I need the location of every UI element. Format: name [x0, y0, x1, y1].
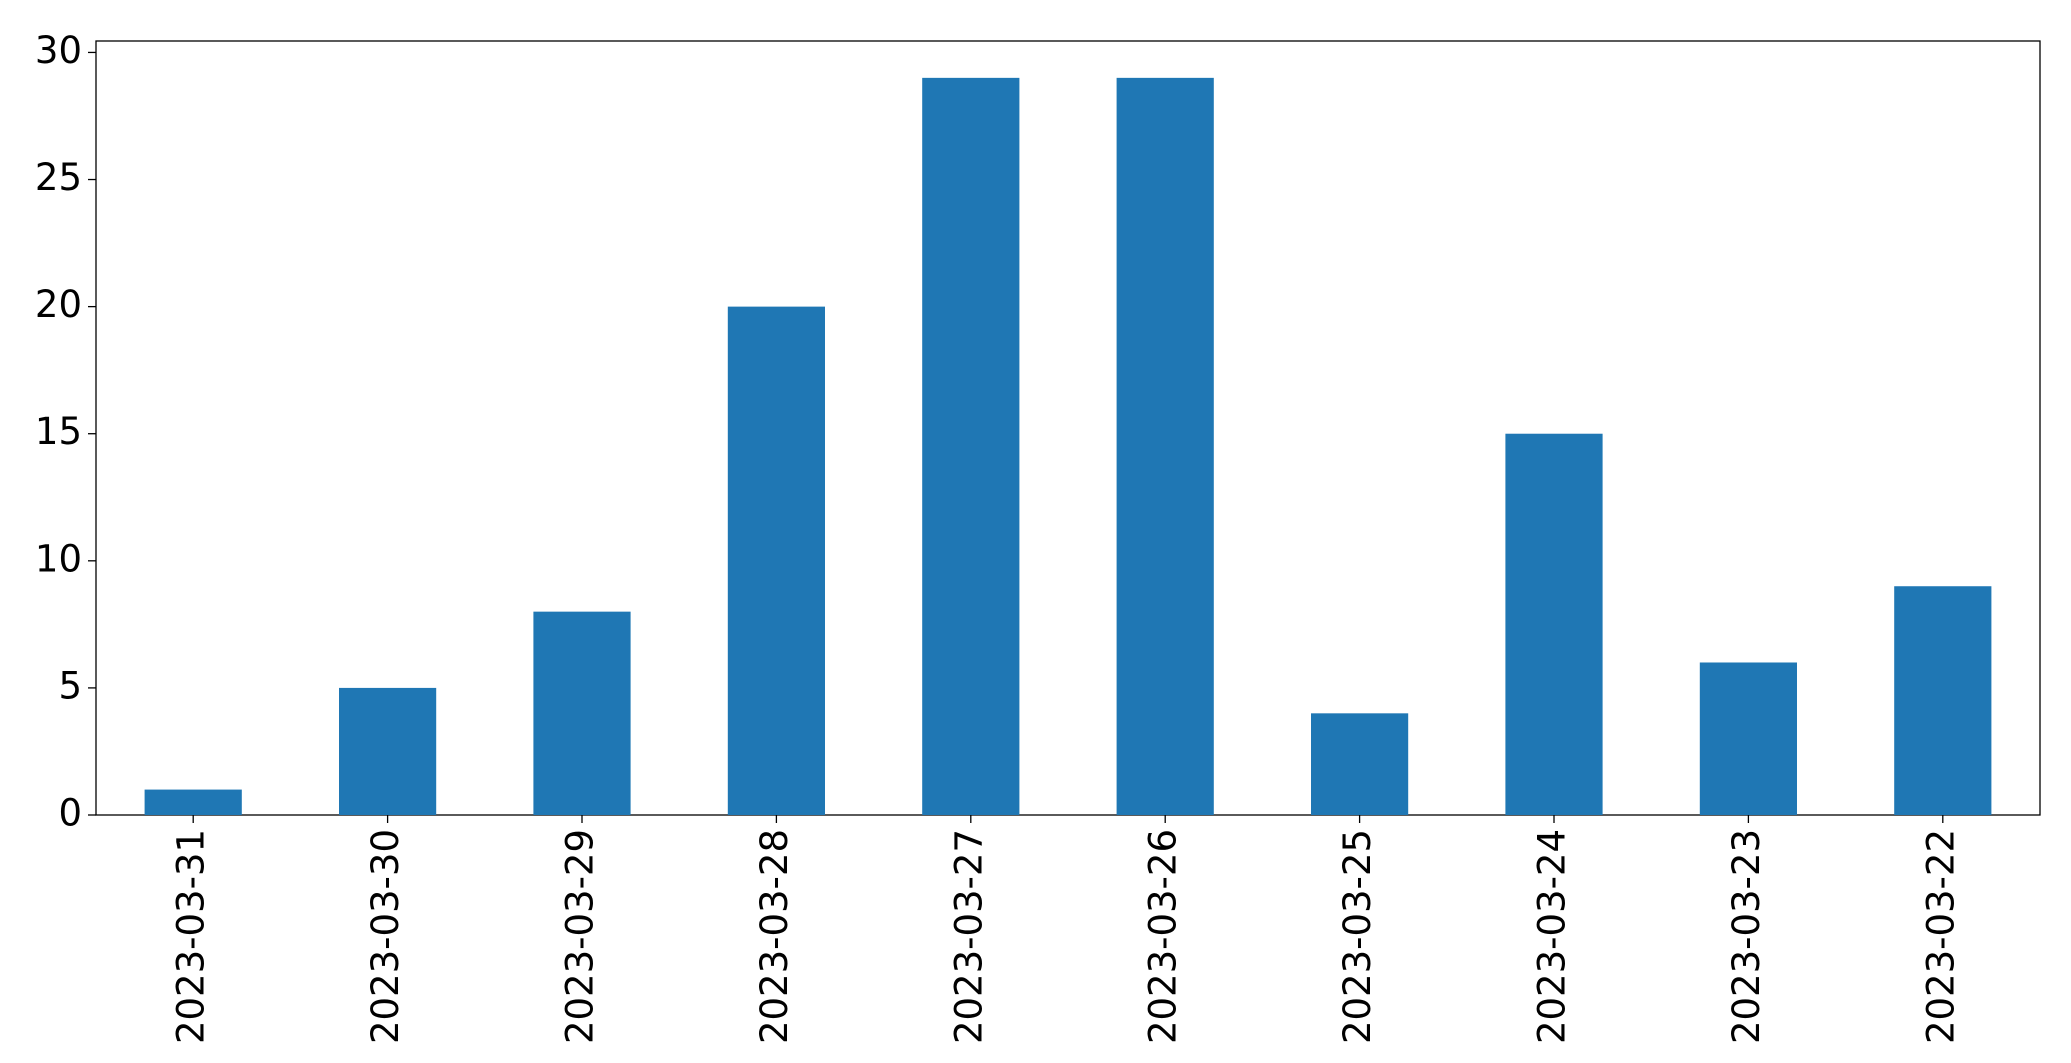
x-tick-label: 2023-03-23: [1725, 829, 1768, 1044]
bar: [144, 789, 242, 815]
bar: [1116, 77, 1214, 816]
x-tick-label: 2023-03-22: [1919, 829, 1962, 1044]
x-tick-label: 2023-03-30: [364, 829, 407, 1044]
bar: [533, 611, 631, 815]
bar: [727, 306, 825, 815]
x-tick-label: 2023-03-28: [753, 829, 796, 1044]
bar: [1505, 433, 1603, 815]
plot-frame: [95, 40, 2041, 816]
bar: [339, 687, 437, 815]
x-tick-label: 2023-03-29: [559, 829, 602, 1044]
y-tick-label: 20: [35, 283, 82, 326]
bar: [922, 77, 1020, 816]
bar: [1894, 586, 1992, 815]
bar: [1699, 662, 1797, 815]
x-tick-label: 2023-03-31: [170, 829, 213, 1044]
y-tick-label: 0: [58, 792, 82, 835]
x-tick-label: 2023-03-26: [1142, 829, 1185, 1044]
y-tick-label: 30: [35, 29, 82, 72]
bar: [1311, 713, 1409, 815]
y-tick-label: 5: [58, 664, 82, 707]
y-tick-label: 10: [35, 537, 82, 580]
x-tick-label: 2023-03-25: [1336, 829, 1379, 1044]
y-tick-label: 15: [35, 410, 82, 453]
y-tick-label: 25: [35, 156, 82, 199]
x-tick-label: 2023-03-24: [1531, 829, 1574, 1044]
x-tick-label: 2023-03-27: [947, 829, 990, 1044]
